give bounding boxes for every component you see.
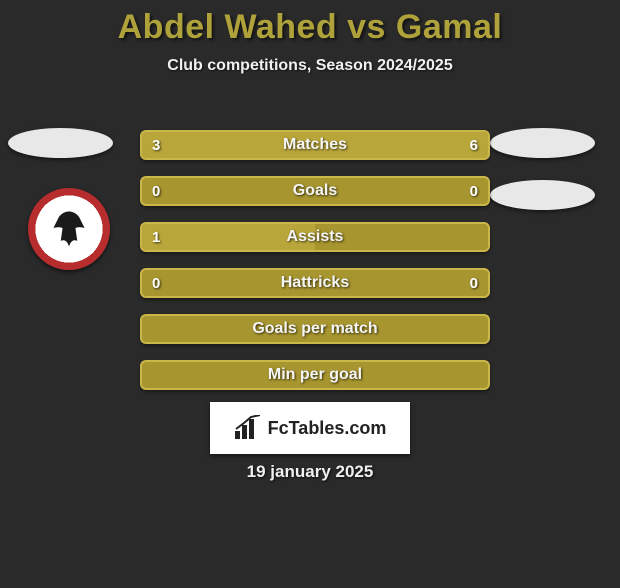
stat-bar: 00Goals — [140, 176, 490, 206]
player-badge-right-placeholder-2 — [490, 180, 595, 210]
page-title: Abdel Wahed vs Gamal — [0, 8, 620, 47]
stat-label: Assists — [142, 224, 488, 250]
comparison-bars: 36Matches 00Goals 1Assists 00Hattricks Goals… — [140, 130, 490, 406]
stat-label: Matches — [142, 132, 488, 158]
player-badge-right-placeholder-1 — [490, 128, 595, 158]
stat-bar: 36Matches — [140, 130, 490, 160]
stat-bar: 1Assists — [140, 222, 490, 252]
player-badge-left-placeholder — [8, 128, 113, 158]
bar-chart-icon — [234, 415, 262, 441]
club-badge-al-ahly — [28, 188, 110, 270]
stat-bar: 00Hattricks — [140, 268, 490, 298]
stat-label: Hattricks — [142, 270, 488, 296]
brand-box[interactable]: FcTables.com — [210, 402, 410, 454]
date-shown: 19 january 2025 — [0, 462, 620, 482]
stat-bar: Goals per match — [140, 314, 490, 344]
stat-label: Goals — [142, 178, 488, 204]
page-subtitle: Club competitions, Season 2024/2025 — [0, 57, 620, 75]
stat-label: Goals per match — [142, 316, 488, 342]
stat-bar: Min per goal — [140, 360, 490, 390]
brand-label: FcTables.com — [268, 418, 387, 439]
stat-label: Min per goal — [142, 362, 488, 388]
eagle-icon — [46, 206, 92, 252]
